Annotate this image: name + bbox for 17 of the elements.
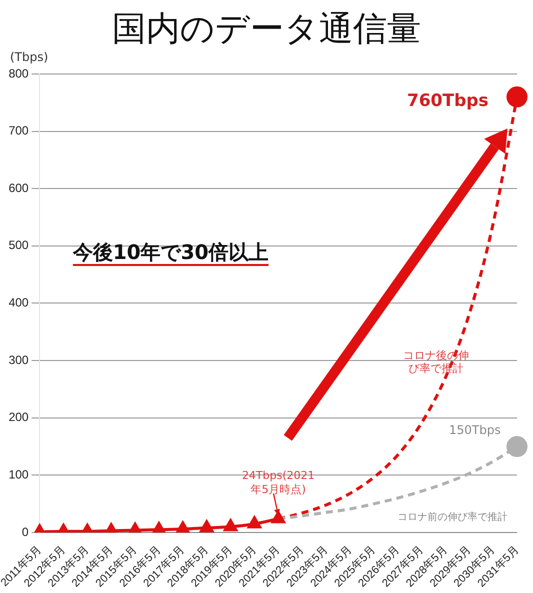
annotation: 760Tbps [407, 90, 489, 112]
y-tick-label: 800 [8, 66, 29, 80]
annotation: 150Tbps [449, 422, 501, 437]
y-tick-label: 100 [8, 467, 29, 482]
annotation: 今後10年で30倍以上 [72, 240, 269, 264]
annotation: コロナ後の伸び率で推計 [402, 349, 470, 376]
y-tick-label: 400 [8, 296, 29, 310]
y-axis-title: (Tbps) [10, 50, 48, 64]
y-tick-label: 600 [8, 180, 29, 195]
y-tick-label: 300 [8, 352, 29, 367]
y-tick-label: 200 [8, 410, 29, 424]
y-tick-label: 500 [8, 238, 29, 252]
chart-title: 国内のデータ通信量 [112, 9, 421, 49]
y-tick-label: 700 [8, 124, 29, 138]
annotation: コロナ前の伸び率で推計 [398, 512, 508, 524]
y-tick-label: 0 [22, 524, 29, 539]
annotation: 24Tbps(2021年5月時点) [240, 469, 316, 496]
